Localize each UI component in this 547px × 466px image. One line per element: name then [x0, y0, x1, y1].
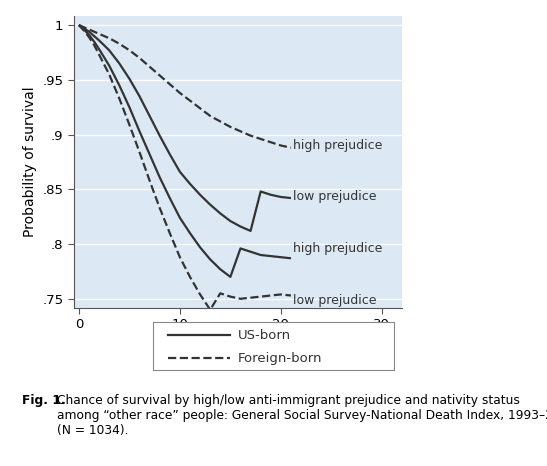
Y-axis label: Probability of survival: Probability of survival [23, 87, 37, 237]
Text: high prejudice: high prejudice [293, 139, 382, 152]
Text: Fig. 1.: Fig. 1. [22, 394, 66, 407]
Text: low prejudice: low prejudice [293, 295, 376, 308]
X-axis label: Time, years: Time, years [197, 336, 278, 350]
Text: Chance of survival by high/low anti-immigrant prejudice and nativity status
amon: Chance of survival by high/low anti-immi… [57, 394, 547, 437]
Text: Foreign-born: Foreign-born [237, 352, 322, 365]
Text: high prejudice: high prejudice [293, 242, 382, 255]
Text: US-born: US-born [237, 329, 290, 342]
Text: low prejudice: low prejudice [293, 191, 376, 204]
